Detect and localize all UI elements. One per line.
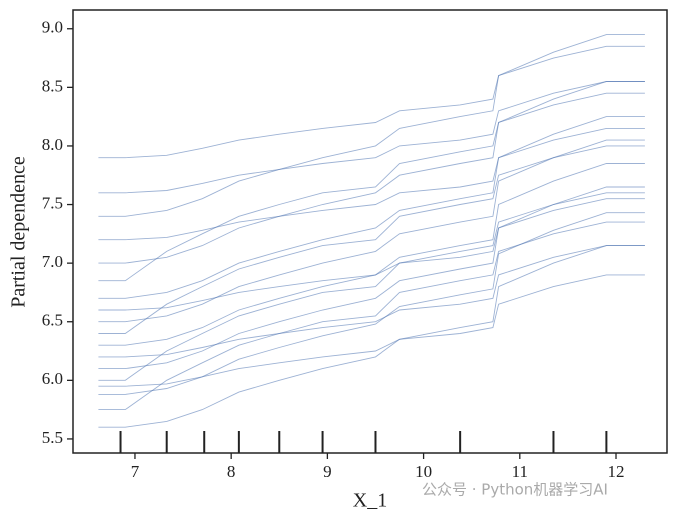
y-tick-label: 9.0 (42, 18, 63, 37)
y-tick-label: 7.0 (42, 252, 63, 271)
y-tick-label: 8.5 (42, 76, 63, 95)
ice-line (98, 34, 645, 217)
ice-line (98, 92, 645, 282)
ice-line (98, 139, 645, 323)
watermark: 公众号 · Python机器学习AI (422, 481, 608, 499)
y-axis-label: Partial dependence (8, 156, 30, 308)
ice-line (98, 81, 645, 194)
x-tick-label: 11 (512, 462, 528, 481)
x-tick-label: 10 (415, 462, 432, 481)
y-tick-label: 7.5 (42, 193, 63, 212)
y-tick-label: 5.5 (42, 428, 63, 447)
plot-frame (72, 9, 668, 454)
ice-line (98, 221, 645, 411)
y-tick-label: 6.5 (42, 311, 63, 330)
ice-line (98, 212, 645, 395)
x-tick-label: 7 (131, 462, 140, 481)
x-tick-label: 9 (323, 462, 332, 481)
ice-line (98, 245, 645, 358)
y-tick-label: 6.0 (42, 369, 63, 388)
ice-line (98, 245, 645, 428)
x-axis-label: X_1 (353, 490, 387, 512)
ice-line (98, 81, 645, 264)
ice-line (98, 192, 645, 381)
ice-line (98, 163, 645, 346)
ice-line (98, 145, 645, 334)
ice-line (98, 198, 645, 311)
ice-line (98, 274, 645, 387)
x-tick-label: 12 (608, 462, 625, 481)
ice-line (98, 127, 645, 241)
ice-line (98, 186, 645, 370)
ice-line (98, 45, 645, 159)
x-tick-label: 8 (227, 462, 236, 481)
ice-line (98, 116, 645, 299)
y-tick-label: 8.0 (42, 135, 63, 154)
